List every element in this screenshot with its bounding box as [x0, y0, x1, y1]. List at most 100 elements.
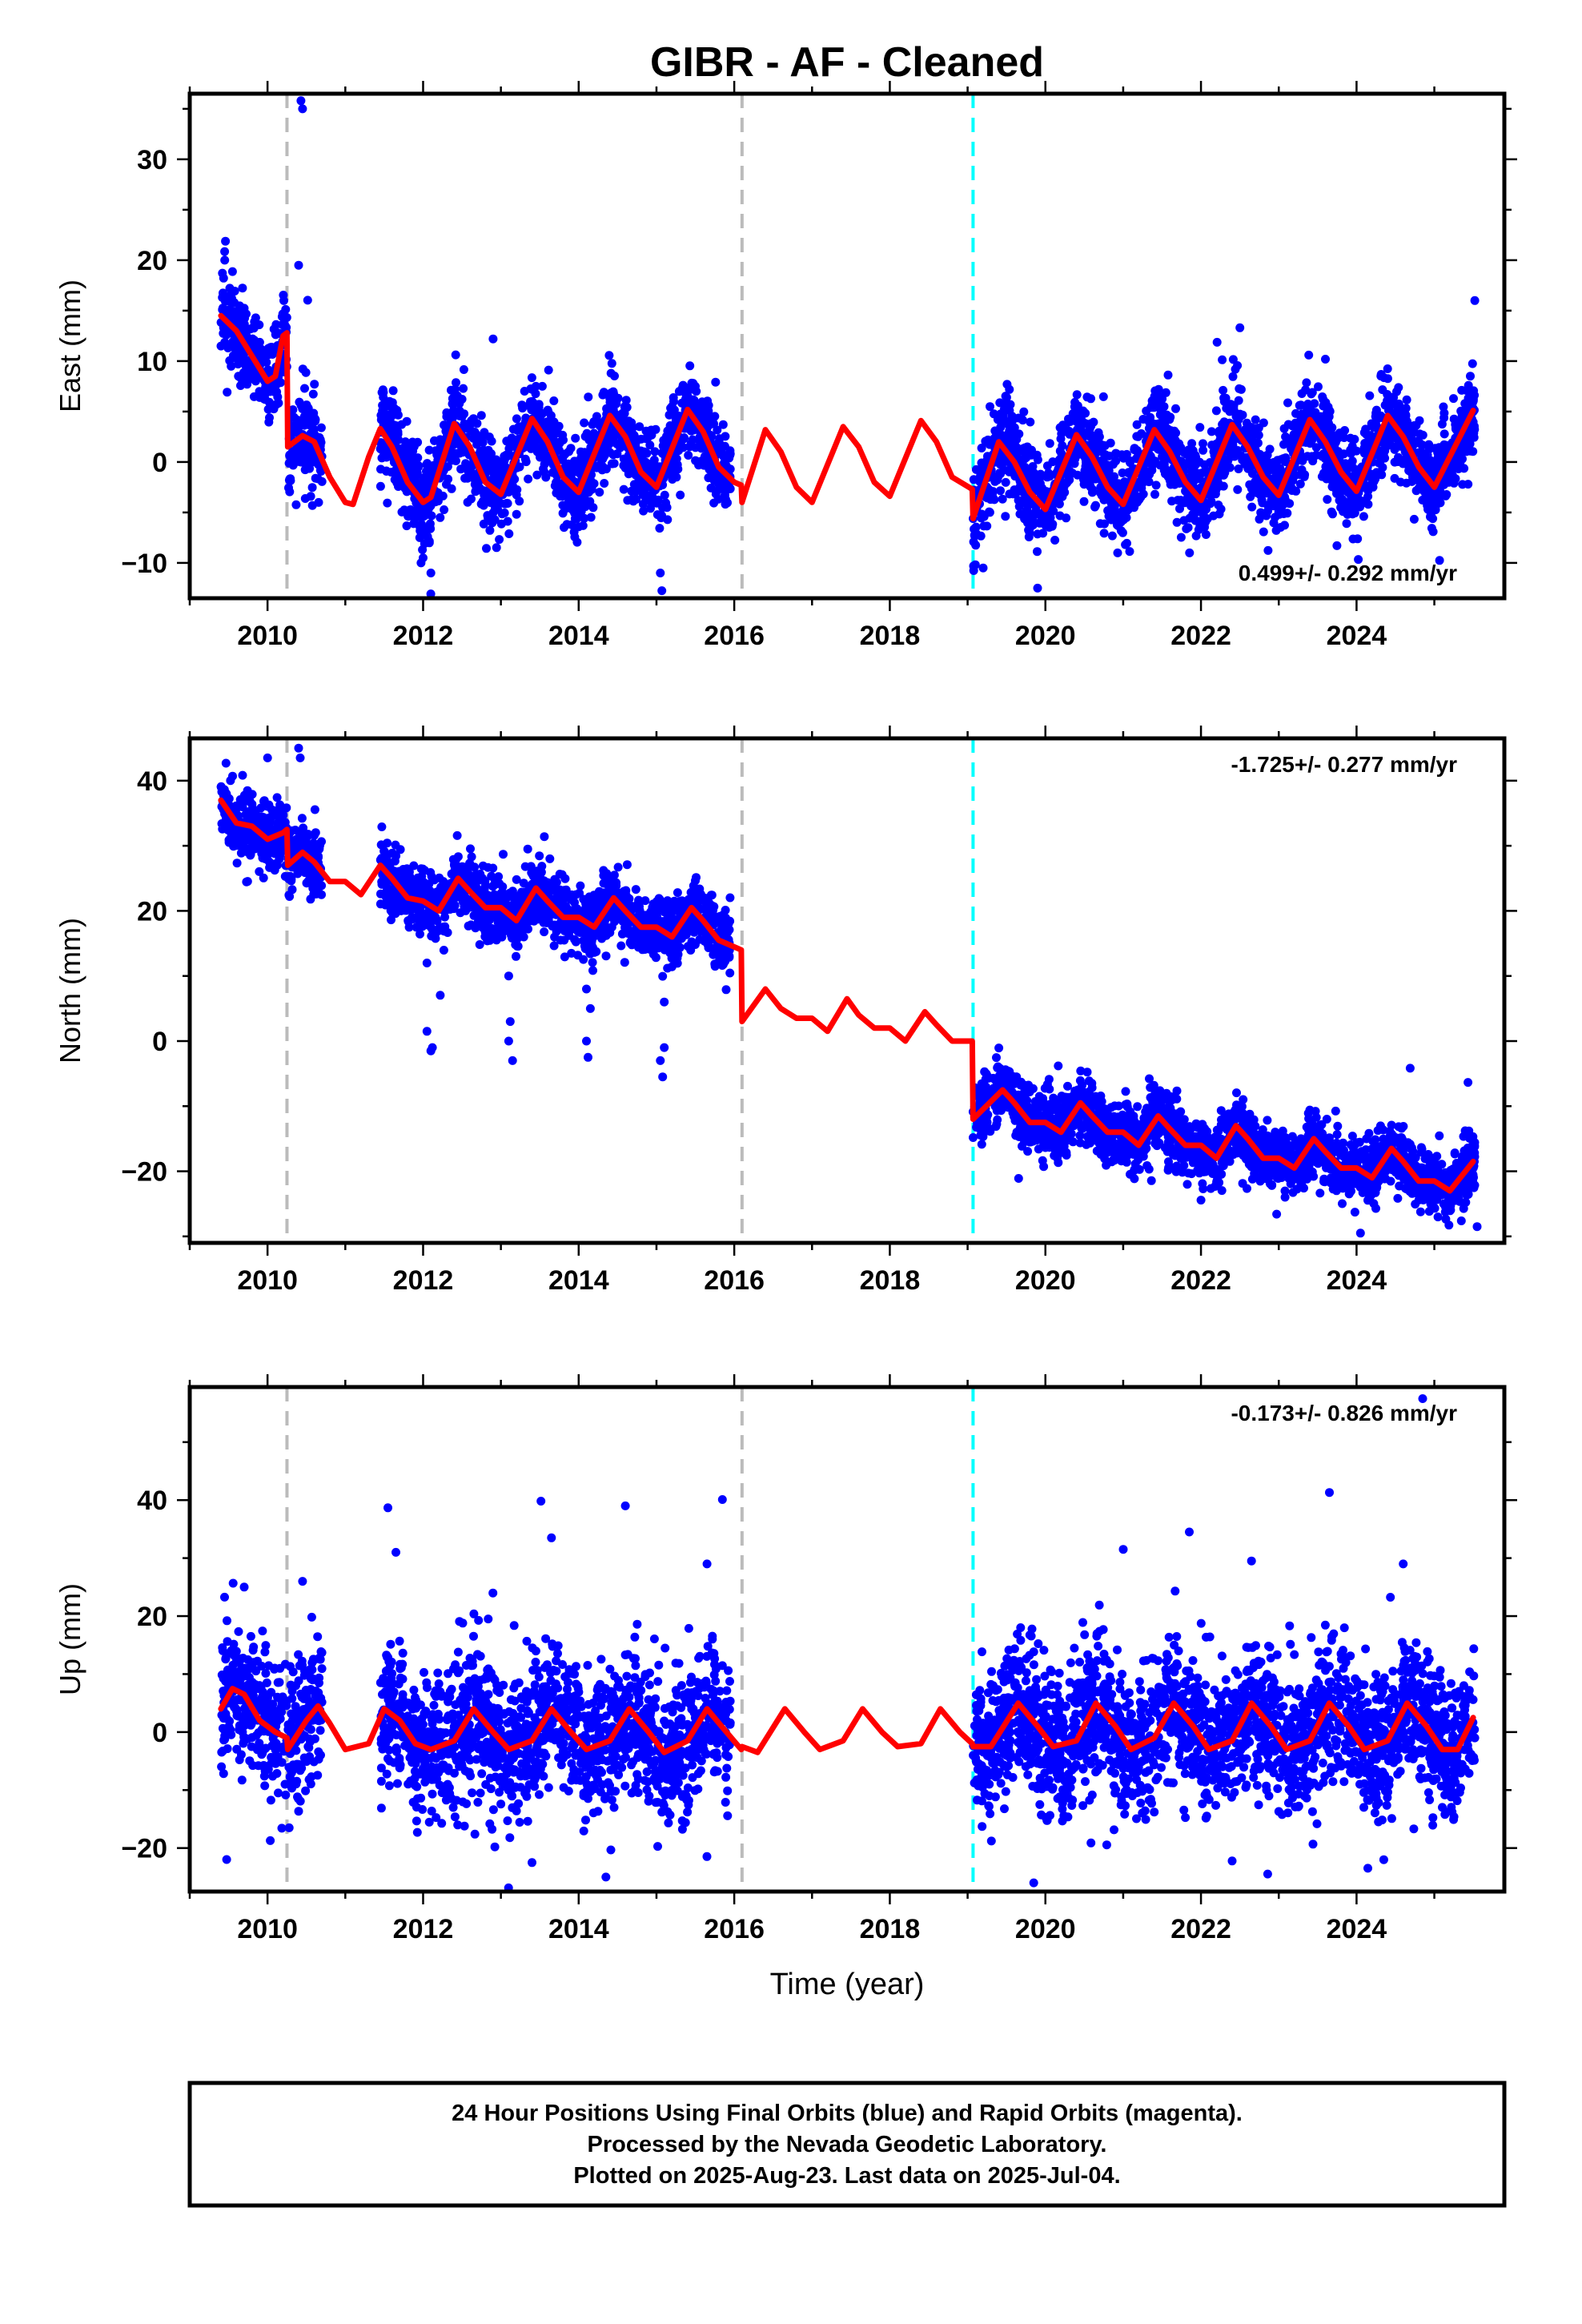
- observation-point: [643, 432, 652, 442]
- observation-point: [1272, 461, 1281, 471]
- observation-outlier: [1470, 296, 1480, 305]
- observation-point: [1221, 393, 1231, 403]
- observation-point: [595, 488, 604, 497]
- y-tick-label: 30: [137, 145, 167, 175]
- observation-point: [585, 497, 595, 506]
- observation-point: [1464, 393, 1473, 403]
- observation-point: [1279, 454, 1288, 464]
- observation-point: [544, 365, 553, 375]
- observation-point: [604, 351, 614, 360]
- observation-point: [375, 481, 385, 491]
- observation-point: [558, 453, 567, 463]
- observation-point: [241, 372, 251, 382]
- observation-point: [485, 525, 495, 535]
- observation-point: [1033, 455, 1042, 464]
- observation-point: [1061, 423, 1070, 432]
- observation-point: [259, 797, 268, 806]
- observation-point: [1138, 489, 1148, 499]
- observation-point: [1107, 531, 1117, 541]
- observation-point: [235, 795, 245, 804]
- observation-point: [1162, 410, 1171, 420]
- observation-point: [1218, 355, 1227, 364]
- observation-point: [308, 456, 317, 466]
- observation-point: [217, 783, 227, 793]
- observation-point: [684, 451, 693, 460]
- observation-point: [503, 517, 512, 526]
- observation-point: [1351, 446, 1361, 456]
- observation-point: [1024, 525, 1034, 535]
- observation-point: [1212, 337, 1222, 347]
- observation-point: [1243, 456, 1252, 465]
- observation-point: [1082, 392, 1092, 402]
- observation-point: [1263, 545, 1273, 555]
- observation-point: [476, 435, 486, 444]
- observation-point: [298, 364, 307, 374]
- y-tick-label: 10: [137, 347, 167, 377]
- observation-point: [265, 862, 275, 872]
- observation-point: [460, 473, 470, 483]
- observation-point: [992, 428, 1002, 438]
- observation-point: [391, 409, 401, 419]
- observation-point: [651, 460, 661, 470]
- observation-point: [561, 461, 571, 471]
- observation-point: [704, 473, 713, 483]
- observation-point: [600, 479, 609, 488]
- observation-point: [1332, 541, 1342, 550]
- observation-point: [1002, 392, 1011, 402]
- observation-point: [558, 430, 568, 440]
- observation-point: [424, 445, 434, 455]
- observation-point: [243, 786, 252, 795]
- observation-point: [1297, 389, 1307, 398]
- observation-point: [1323, 495, 1332, 505]
- observation-point: [1002, 380, 1012, 389]
- observation-point: [1291, 408, 1300, 418]
- observation-point: [1450, 464, 1460, 473]
- observation-point: [404, 512, 413, 521]
- observation-point: [440, 505, 449, 514]
- observation-point: [1346, 433, 1355, 443]
- observation-point: [231, 801, 241, 810]
- observation-point: [686, 439, 696, 448]
- observation-point: [230, 340, 239, 349]
- observation-point: [275, 854, 284, 864]
- observation-point: [1359, 444, 1369, 453]
- observation-point: [976, 531, 986, 541]
- observation-point: [1259, 418, 1268, 428]
- observation-point: [441, 427, 451, 436]
- observation-point: [1186, 454, 1195, 464]
- observation-point: [531, 389, 540, 399]
- observation-point: [715, 478, 724, 488]
- observation-point: [1194, 525, 1203, 534]
- observation-point: [246, 850, 255, 859]
- observation-point: [221, 236, 231, 246]
- observation-point: [238, 770, 247, 780]
- observation-point: [1185, 548, 1195, 557]
- observation-point: [1307, 389, 1316, 399]
- observation-point: [1132, 432, 1142, 441]
- observation-point: [701, 408, 710, 417]
- observation-point: [1464, 480, 1473, 489]
- observation-point: [560, 489, 570, 499]
- observation-point: [400, 437, 410, 447]
- observation-point: [480, 486, 488, 496]
- x-tick-label: 2010: [237, 621, 298, 651]
- observation-point: [424, 472, 433, 482]
- observation-point: [1235, 384, 1244, 393]
- observation-point: [574, 522, 584, 532]
- observation-point: [413, 453, 423, 463]
- observation-point: [588, 430, 598, 440]
- observation-point: [1348, 463, 1358, 472]
- observation-point: [291, 426, 301, 436]
- observation-point: [271, 320, 281, 329]
- observation-point: [1429, 458, 1438, 468]
- observation-point: [1229, 436, 1239, 445]
- observation-point: [691, 404, 701, 413]
- observation-point: [1402, 395, 1411, 404]
- observation-point: [584, 392, 593, 402]
- observation-point: [1206, 499, 1215, 509]
- observation-point: [1070, 397, 1080, 407]
- observation-point: [222, 330, 231, 340]
- observation-point: [230, 287, 239, 296]
- observation-point: [317, 476, 327, 486]
- observation-point: [1005, 406, 1014, 416]
